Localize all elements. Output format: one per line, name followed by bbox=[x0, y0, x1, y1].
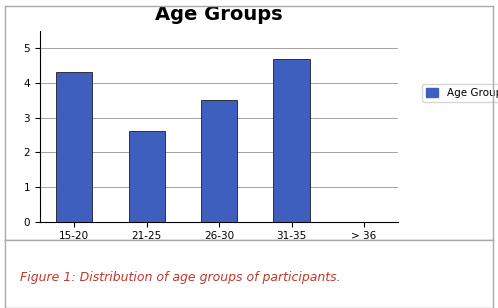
Bar bbox=[273, 59, 310, 222]
Text: Figure 1: Distribution of age groups of participants.: Figure 1: Distribution of age groups of … bbox=[19, 271, 340, 284]
Title: Age Groups: Age Groups bbox=[155, 5, 283, 24]
Bar bbox=[128, 132, 165, 222]
Bar bbox=[56, 72, 92, 222]
Legend: Age Groups: Age Groups bbox=[421, 84, 498, 102]
Bar bbox=[201, 100, 237, 222]
